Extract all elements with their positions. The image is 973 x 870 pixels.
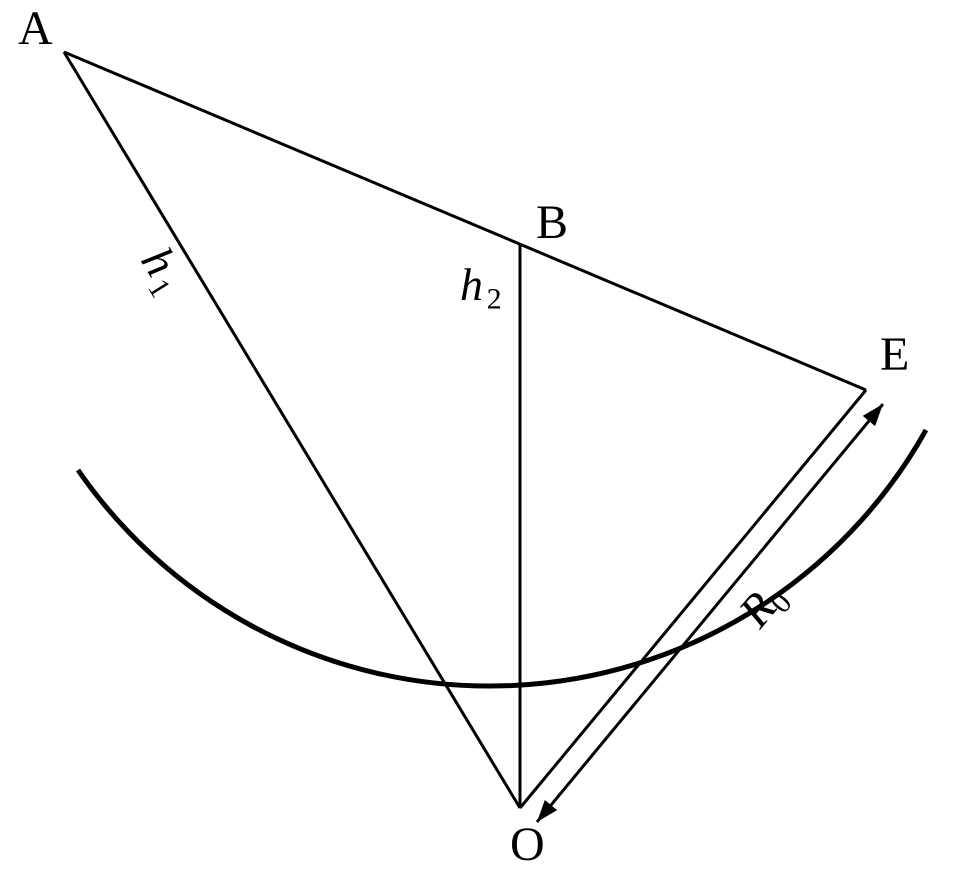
label-h2-main: h: [460, 259, 483, 310]
label-E: E: [880, 328, 909, 381]
label-A: A: [18, 2, 53, 55]
label-B: B: [536, 196, 568, 249]
label-h2-sub: 2: [487, 282, 502, 315]
label-O: O: [510, 818, 545, 870]
